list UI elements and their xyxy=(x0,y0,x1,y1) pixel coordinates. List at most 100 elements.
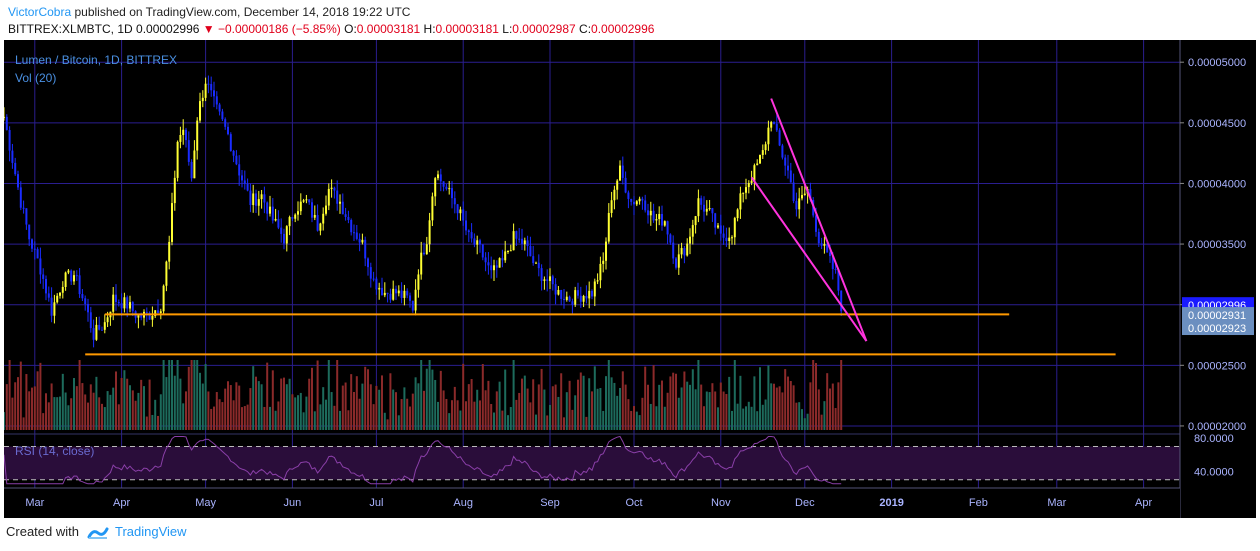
time-tick-label: May xyxy=(195,497,216,509)
volume-bar xyxy=(820,414,823,430)
volume-bar xyxy=(437,401,439,430)
volume-bar xyxy=(705,391,708,430)
volume-bar xyxy=(67,405,70,430)
volume-bar xyxy=(288,378,291,430)
volume-bar xyxy=(509,407,512,430)
candle-body xyxy=(756,163,759,166)
volume-bar xyxy=(3,412,5,430)
volume-bar xyxy=(241,407,243,430)
volume-bar xyxy=(739,375,742,430)
candle-body xyxy=(627,192,630,199)
rsi-pane xyxy=(3,433,1180,485)
volume-bar xyxy=(753,376,756,430)
volume-bar xyxy=(694,389,697,430)
volume-bar xyxy=(781,392,784,430)
chart-area[interactable]: 0.00005000 0.00004500 0.00004000 0.00003500… xyxy=(3,40,1256,518)
candle-body xyxy=(358,238,361,243)
volume-bar xyxy=(736,403,739,430)
candle-body xyxy=(151,315,154,320)
volume-bar xyxy=(302,412,305,430)
candle-body xyxy=(67,270,70,273)
volume-bar xyxy=(221,402,224,430)
volume-bar xyxy=(742,408,745,430)
volume-bar xyxy=(277,401,280,430)
candle-body xyxy=(64,272,67,287)
volume-bar xyxy=(207,391,210,430)
candle-body xyxy=(663,221,666,226)
candle-body xyxy=(498,258,501,268)
price-tag-box xyxy=(1182,307,1254,323)
volume-bar xyxy=(87,402,89,430)
price-tick-label: 0.00005000 xyxy=(1188,57,1246,69)
time-tick-label: Apr xyxy=(113,497,130,509)
volume-bar xyxy=(291,394,294,430)
volume-bar xyxy=(829,388,831,430)
candle-body xyxy=(406,290,409,296)
volume-bar xyxy=(635,411,638,430)
price-change: ▼ −0.00000186 (−5.85%) xyxy=(202,22,341,36)
volume-bar xyxy=(369,384,372,430)
candle-body xyxy=(473,238,476,245)
candle-body xyxy=(210,84,213,91)
volume-bar xyxy=(157,415,159,430)
candle-body xyxy=(462,209,465,221)
candle-body xyxy=(523,240,526,245)
price-axis-bg xyxy=(1180,40,1256,518)
volume-bar xyxy=(143,386,145,430)
volume-bar xyxy=(599,388,602,430)
volume-bar xyxy=(109,394,112,430)
rsi-tick-label: 80.0000 xyxy=(1194,433,1234,445)
volume-bar xyxy=(767,365,770,430)
candle-body xyxy=(661,213,663,226)
candle-body xyxy=(39,258,42,275)
candle-body xyxy=(775,123,778,131)
volume-bar xyxy=(512,360,515,430)
candle-body xyxy=(700,198,703,205)
volume-bar xyxy=(61,373,64,430)
volume-bar xyxy=(11,397,14,430)
candle-body xyxy=(3,116,5,118)
volume-bar xyxy=(347,410,350,430)
candle-body xyxy=(697,198,700,217)
candle-body xyxy=(509,250,512,252)
low-value: 0.00002987 xyxy=(512,22,576,36)
candle-body xyxy=(490,265,493,271)
candle-body xyxy=(221,111,224,120)
volume-bar xyxy=(22,417,25,430)
volume-bar xyxy=(252,366,255,430)
volume-bar xyxy=(663,406,666,430)
volume-bar xyxy=(750,406,753,430)
volume-bar xyxy=(31,387,33,430)
author-link[interactable]: VictorCobra xyxy=(8,5,72,19)
volume-bar xyxy=(582,375,585,430)
chart-background xyxy=(4,40,1256,518)
time-axis[interactable]: Mar Apr May Jun Jul Aug Sep Oct Nov Dec 2019 Feb Mar… xyxy=(4,487,1180,518)
volume-bar xyxy=(462,363,465,430)
volume-bar xyxy=(467,384,470,430)
candle-body xyxy=(179,134,182,142)
candle-body xyxy=(171,203,173,242)
candle-body xyxy=(728,237,731,241)
volume-bar xyxy=(316,360,319,430)
volume-bar xyxy=(411,393,414,430)
candle-body xyxy=(571,301,574,305)
volume-bar xyxy=(641,397,644,430)
wedge-line xyxy=(750,176,868,342)
candle-body xyxy=(831,256,834,270)
price-axis[interactable]: 0.00005000 0.00004500 0.00004000 0.00003500… xyxy=(1179,40,1256,518)
chart-svg[interactable]: 0.00005000 0.00004500 0.00004000 0.00003500… xyxy=(3,40,1256,518)
candle-body xyxy=(747,183,750,188)
candle-body xyxy=(397,290,400,294)
candle-body xyxy=(616,180,619,190)
volume-bar xyxy=(280,378,283,430)
candle-body xyxy=(725,237,728,241)
candle-body xyxy=(733,218,736,238)
candle-body xyxy=(792,182,795,202)
candle-body xyxy=(297,211,299,215)
chart-legend-title: Lumen / Bitcoin, 1D, BITTREX xyxy=(15,53,177,67)
candle-body xyxy=(451,188,453,199)
volume-bar xyxy=(383,412,386,430)
candle-body xyxy=(691,225,694,237)
open-label: O: xyxy=(344,22,357,36)
tradingview-link[interactable]: TradingView xyxy=(115,524,187,539)
